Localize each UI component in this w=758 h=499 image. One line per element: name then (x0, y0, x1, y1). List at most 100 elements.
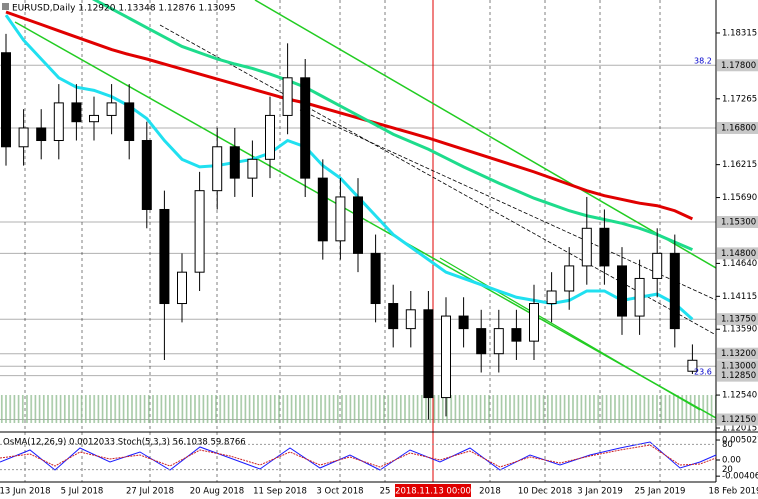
x-tick-label: 25 (380, 487, 391, 497)
x-tick-label: 13 Jun 2018 (0, 487, 51, 497)
fib-label: 38.2 (694, 57, 712, 66)
level-box (717, 247, 758, 260)
candle-body (529, 303, 539, 342)
y-tick-label: 1.12015 (722, 423, 757, 433)
level-box (717, 347, 758, 360)
trend-lines (14, 0, 716, 419)
candle-body (405, 309, 416, 330)
candle-body (106, 102, 117, 116)
level-label: 1.16800 (721, 123, 756, 133)
level-box (717, 369, 758, 382)
y-tick-label: 1.13590 (722, 325, 757, 335)
level-label: 1.17800 (721, 61, 756, 71)
candle-body (617, 265, 627, 317)
x-tick-label: 11 Sep 2018 (253, 487, 307, 497)
candle-body (212, 146, 223, 192)
candle-body (141, 140, 152, 210)
candle-body (353, 196, 363, 254)
candle-body (194, 190, 205, 273)
candle-body (581, 227, 592, 267)
channel-line (254, 0, 716, 269)
y-tick-label: 1.18315 (722, 28, 757, 38)
candle-body (634, 277, 645, 317)
level-label: 1.13750 (721, 315, 756, 325)
stoch-tick-label: 80 (722, 440, 733, 450)
y-tick-label: 1.12540 (722, 391, 757, 401)
x-tick-label: 3 Oct 2018 (316, 487, 363, 497)
level-label: 1.13000 (721, 362, 756, 372)
dashed-line (299, 109, 716, 301)
plot (1, 0, 698, 420)
level-label: 1.12850 (721, 371, 756, 381)
candle-body (423, 309, 434, 399)
stoch-signal (0, 444, 717, 468)
candle-body (36, 127, 47, 142)
candle-body (476, 328, 487, 355)
y-tick-label: 1.16215 (722, 160, 757, 170)
candle-body (247, 158, 258, 179)
osc-tick-label: -0.004065 (722, 472, 758, 482)
y-tick-label: 1.14640 (722, 259, 757, 269)
channel-line (439, 257, 701, 411)
level-label: 1.15300 (721, 218, 756, 228)
channel-line (14, 21, 716, 419)
osc-tick-label: 0.0050275 (722, 436, 758, 446)
x-tick-label: 20 Aug 2018 (190, 487, 244, 497)
x-label-box (395, 484, 471, 497)
candle-body (441, 315, 451, 399)
candle-body (229, 146, 240, 179)
candle-body (282, 77, 293, 116)
level-label: 1.14800 (721, 249, 756, 259)
candle-body (159, 208, 170, 305)
candle-body (652, 252, 663, 279)
x-tick-label: 2018.11.13 00:00 (395, 487, 471, 497)
stoch-tick-label: 20 (722, 465, 733, 475)
candle-body (599, 227, 610, 267)
x-tick-label: 25 Jan 2019 (635, 487, 686, 497)
candle-body (546, 290, 557, 305)
candle-body (388, 303, 399, 330)
level-box (717, 313, 758, 326)
y-tick-label: 1.17265 (722, 94, 757, 104)
candle-body (71, 102, 82, 123)
candle-body (1, 52, 11, 148)
level-label: 1.12150 (721, 415, 756, 425)
x-tick-label: 27 Jul 2018 (126, 487, 174, 497)
candle-body (177, 271, 187, 305)
candle-body (370, 252, 381, 305)
candle-body (265, 114, 275, 160)
candle-body (511, 328, 522, 342)
moving-average (5, 10, 694, 221)
y-tick-label: 1.15690 (722, 193, 757, 203)
osc-tick-label: 0.00 (722, 456, 741, 466)
candle-body (687, 359, 698, 372)
level-box (717, 413, 758, 426)
level-box (717, 121, 758, 134)
volume (0, 395, 716, 432)
chart-title: EURUSD,Daily 1.12920 1.13348 1.12876 1.1… (12, 4, 236, 14)
x-tick-label: 3 Jan 2019 (577, 487, 623, 497)
candle-body (335, 196, 346, 242)
level-box (717, 360, 758, 373)
fib-label: 23.6 (694, 368, 712, 377)
y-tick-label: 1.14115 (722, 292, 757, 302)
candle-body (53, 102, 64, 142)
oscillator-title: OsMA(12,26,9) 0.0012033 Stoch(5,3,3) 56.… (3, 438, 246, 448)
candle-body (89, 114, 99, 123)
candle-body (669, 252, 680, 330)
title-icon (2, 3, 9, 10)
moving-average (91, 0, 693, 251)
x-tick-label: 18 Feb 2019 (709, 487, 758, 497)
level-label: 1.13200 (721, 349, 756, 359)
candle-body (124, 102, 135, 142)
candle-body (564, 265, 575, 292)
x-tick-label: 2018 (479, 487, 501, 497)
candle-body (493, 328, 504, 355)
candle-body (18, 127, 29, 148)
level-box (717, 59, 758, 72)
x-tick-label: 5 Jul 2018 (61, 487, 104, 497)
level-box (717, 216, 758, 229)
candle-body (300, 77, 311, 179)
